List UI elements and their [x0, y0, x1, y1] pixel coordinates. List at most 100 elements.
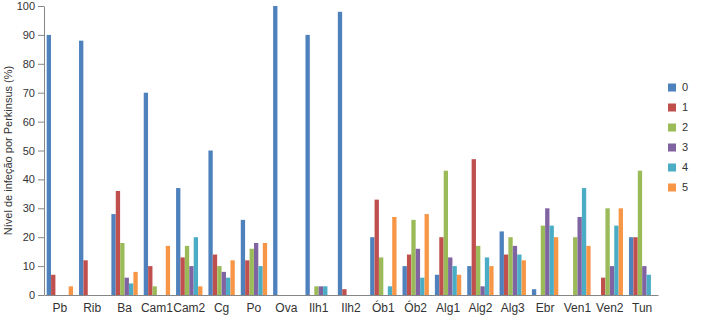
series [69, 208, 623, 295]
y-tick-label: 50 [23, 145, 35, 157]
bar [439, 237, 443, 295]
series [47, 6, 634, 295]
bar [133, 272, 137, 295]
bar [310, 295, 314, 296]
y-tick-label: 0 [29, 289, 35, 301]
y-tick: 70 [23, 87, 44, 99]
bar [444, 171, 448, 295]
y-tick: 20 [23, 231, 44, 243]
bar [111, 214, 115, 295]
legend-item: 3 [668, 141, 688, 153]
y-tick-label: 30 [23, 202, 35, 214]
bar [213, 255, 217, 295]
bar [47, 35, 51, 295]
bar [504, 255, 508, 295]
bar [457, 275, 461, 295]
bar [614, 226, 618, 295]
bar [370, 237, 374, 295]
legend-item: 4 [668, 161, 688, 173]
bar [392, 217, 396, 295]
bar [92, 295, 96, 296]
y-tick: 0 [29, 289, 44, 301]
bar [601, 278, 605, 295]
bar [55, 295, 59, 296]
bar [198, 286, 202, 295]
y-tick-mark [38, 208, 44, 209]
x-tick: Po [247, 295, 262, 315]
bar [403, 266, 407, 295]
x-tick: Alg1 [436, 295, 460, 315]
legend-label: 0 [682, 81, 688, 93]
y-tick: 60 [23, 116, 44, 128]
x-tick: Cam1 [141, 295, 173, 315]
y-tick-mark [38, 151, 44, 152]
legend-item: 0 [668, 81, 688, 93]
bar [291, 295, 295, 296]
bar [619, 208, 623, 295]
bar [180, 257, 184, 295]
x-tick-label: Pb [53, 301, 68, 315]
bar [564, 295, 568, 296]
x-tick-label: Ova [275, 301, 297, 315]
bar [250, 249, 254, 295]
x-tick: Tun [632, 295, 652, 315]
x-tick: Ób2 [404, 295, 427, 315]
bar [226, 278, 230, 295]
bar [69, 286, 73, 295]
bar [120, 243, 124, 295]
bar [605, 208, 609, 295]
bar [480, 286, 484, 295]
bar [241, 220, 245, 295]
y-tick-mark [38, 64, 44, 65]
bar [485, 257, 489, 295]
bar [60, 295, 64, 296]
bar [407, 255, 411, 295]
x-tick: Alg3 [501, 295, 525, 315]
bar [638, 171, 642, 295]
y-tick-label: 10 [23, 260, 35, 272]
y-tick-label: 20 [23, 231, 35, 243]
bar [577, 217, 581, 295]
x-tick: Pb [53, 295, 68, 315]
bar [472, 159, 476, 295]
series [129, 188, 651, 295]
bar [388, 286, 392, 295]
series [51, 159, 638, 295]
bar [125, 278, 129, 295]
bar [278, 295, 282, 296]
bar [245, 260, 249, 295]
bar [647, 275, 651, 295]
bar [263, 243, 267, 295]
legend-label: 2 [682, 121, 688, 133]
x-axis-line [45, 295, 659, 296]
y-tick-label: 80 [23, 58, 35, 70]
x-tick-label: Tun [632, 301, 652, 315]
legend-label: 1 [682, 101, 688, 113]
bar [319, 286, 323, 295]
x-tick: Alg2 [468, 295, 492, 315]
bar [338, 12, 342, 295]
chart-container: 0102030405060708090100PbRibBaCam1Cam2CgP… [0, 0, 710, 321]
y-tick: 10 [23, 260, 44, 272]
x-tick: Ba [117, 295, 132, 315]
bar [425, 214, 429, 295]
y-axis: 0102030405060708090100 [17, 0, 45, 301]
y-tick: 50 [23, 145, 44, 157]
x-tick-label: Alg1 [436, 301, 460, 315]
y-tick: 30 [23, 202, 44, 214]
bar [582, 188, 586, 295]
bar [420, 278, 424, 295]
bar [522, 260, 526, 295]
bar [148, 266, 152, 295]
y-tick: 100 [17, 0, 44, 12]
x-tick-label: Ilh1 [309, 301, 329, 315]
bars [47, 6, 651, 295]
y-tick-mark [38, 179, 44, 180]
y-tick-mark [38, 93, 44, 94]
series [125, 208, 647, 295]
y-tick-label: 60 [23, 116, 35, 128]
x-tick-label: Ób2 [404, 300, 427, 315]
legend-swatch [668, 184, 676, 192]
bar [573, 237, 577, 295]
legend-label: 5 [682, 181, 688, 193]
